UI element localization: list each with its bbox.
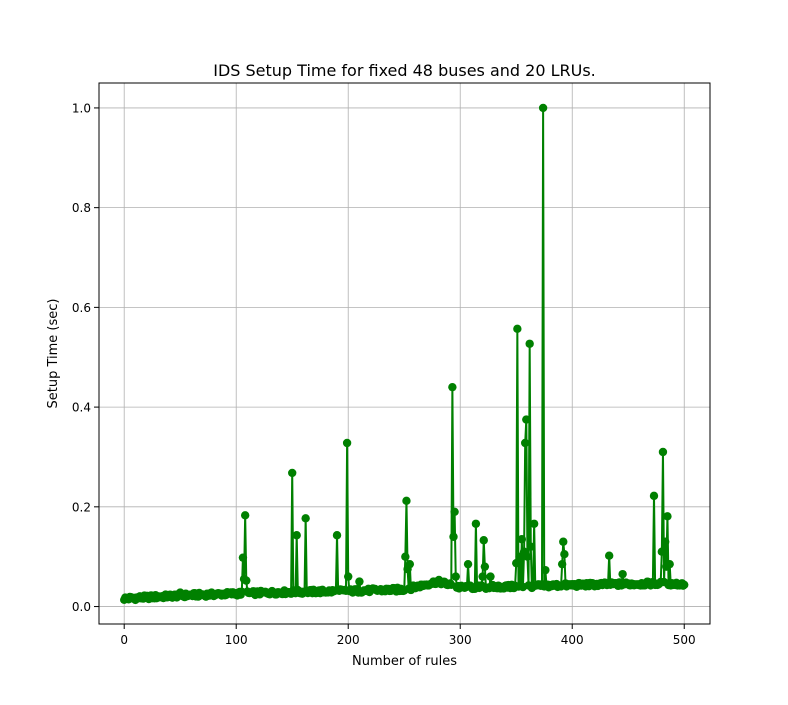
data-point bbox=[463, 559, 473, 569]
y-tick-label: 0.4 bbox=[72, 401, 91, 415]
data-point bbox=[471, 519, 481, 528]
data-point bbox=[486, 572, 495, 581]
y-axis-label: Setup Time (sec) bbox=[46, 299, 61, 409]
data-point bbox=[344, 572, 353, 581]
x-tick-label: 500 bbox=[673, 633, 696, 647]
data-point bbox=[657, 547, 667, 556]
data-point bbox=[332, 531, 342, 540]
data-point bbox=[292, 531, 301, 540]
data-point bbox=[449, 532, 458, 541]
x-tick-label: 300 bbox=[449, 633, 472, 647]
y-tick-label: 1.0 bbox=[72, 101, 91, 115]
x-tick-label: 200 bbox=[337, 633, 360, 647]
data-point bbox=[512, 558, 521, 568]
x-axis-label: Number of rules bbox=[352, 654, 457, 669]
y-tick-label: 0.2 bbox=[72, 500, 91, 514]
data-point bbox=[342, 438, 352, 448]
data-point bbox=[513, 324, 522, 334]
data-point bbox=[402, 496, 411, 506]
data-point bbox=[541, 565, 550, 575]
data-point bbox=[663, 512, 672, 521]
data-point bbox=[559, 537, 568, 546]
y-tick-label: 0.8 bbox=[72, 201, 91, 215]
data-point bbox=[301, 514, 310, 523]
data-point bbox=[242, 576, 251, 585]
x-tick-label: 400 bbox=[561, 633, 584, 647]
data-point bbox=[520, 438, 530, 448]
data-point bbox=[238, 553, 248, 562]
data-point bbox=[405, 559, 415, 569]
data-point bbox=[649, 491, 659, 501]
data-point bbox=[658, 447, 668, 457]
y-tick-label: 0.6 bbox=[72, 301, 91, 315]
grid bbox=[99, 83, 710, 624]
data-point bbox=[479, 536, 488, 545]
data-point bbox=[557, 559, 567, 569]
data-point bbox=[448, 382, 457, 392]
data-point bbox=[517, 535, 527, 544]
data-point bbox=[529, 519, 539, 528]
data-point bbox=[522, 415, 531, 424]
data-point bbox=[661, 537, 670, 546]
data-point bbox=[680, 580, 689, 589]
data-point bbox=[538, 103, 548, 113]
data-point bbox=[451, 572, 460, 581]
chart-title: IDS Setup Time for fixed 48 buses and 20… bbox=[213, 61, 596, 80]
data-point bbox=[618, 569, 627, 579]
data-point bbox=[288, 468, 297, 478]
data-point bbox=[604, 551, 614, 560]
data-point bbox=[525, 339, 534, 348]
plot-frame bbox=[98, 82, 711, 625]
x-tick-label: 100 bbox=[225, 633, 248, 647]
data-point bbox=[401, 552, 410, 561]
y-tick-label: 0.0 bbox=[72, 600, 91, 614]
data-point bbox=[450, 507, 459, 517]
series-setup-time bbox=[120, 103, 689, 605]
data-point bbox=[478, 572, 487, 581]
data-point bbox=[240, 511, 250, 520]
axis-ticks: 0 100 200 300 400 500 0.0 0.2 0.4 0.6 0.8 1.0 bbox=[72, 101, 696, 647]
data-point bbox=[355, 577, 364, 586]
data-point bbox=[523, 552, 532, 561]
data-point bbox=[526, 542, 535, 551]
data-point bbox=[480, 562, 490, 571]
data-point bbox=[665, 559, 674, 569]
data-point bbox=[560, 549, 569, 559]
x-tick-label: 0 bbox=[120, 633, 128, 647]
